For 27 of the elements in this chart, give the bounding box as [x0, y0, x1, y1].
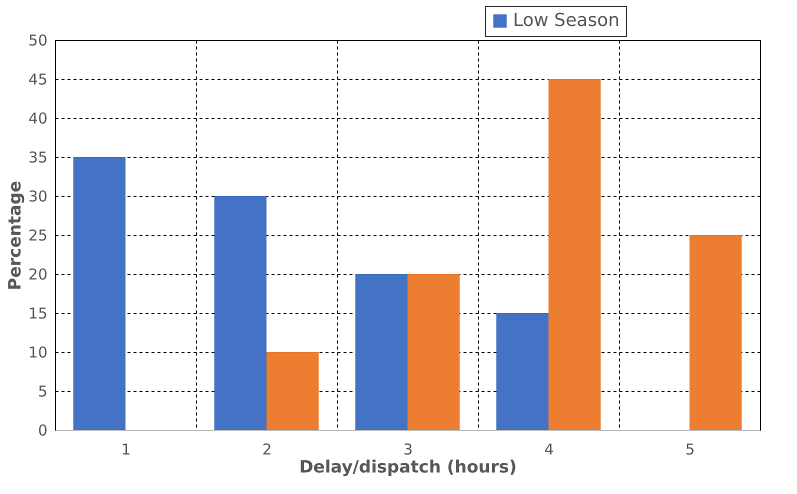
- bar: [214, 196, 266, 430]
- y-tick-label: 0: [38, 422, 48, 440]
- y-tick-label: 50: [28, 32, 48, 50]
- bar: [496, 313, 548, 430]
- bar: [266, 352, 319, 430]
- y-tick-label: 10: [28, 344, 48, 362]
- y-tick-label: 40: [28, 110, 48, 128]
- x-tick-label: 4: [544, 440, 554, 458]
- x-tick-label: 2: [262, 440, 272, 458]
- x-tick-label: 3: [403, 440, 413, 458]
- bar: [548, 79, 601, 430]
- y-tick-label: 45: [28, 70, 48, 88]
- x-tick-label: 5: [685, 440, 695, 458]
- bar: [73, 157, 126, 430]
- y-tick-label: 35: [28, 148, 48, 166]
- bar: [408, 274, 460, 430]
- bar: [355, 274, 408, 430]
- y-tick-label: 30: [28, 188, 48, 206]
- x-axis-title: Delay/dispatch (hours): [299, 458, 517, 478]
- bar: [690, 235, 742, 430]
- x-tick-label: 1: [121, 440, 131, 458]
- y-tick-label: 20: [28, 266, 48, 284]
- y-tick-label: 5: [38, 382, 48, 400]
- y-axis-title: Percentage: [5, 180, 26, 290]
- legend-label: Low Season: [513, 10, 620, 31]
- y-tick-label: 15: [28, 304, 48, 322]
- y-tick-label: 25: [28, 226, 48, 244]
